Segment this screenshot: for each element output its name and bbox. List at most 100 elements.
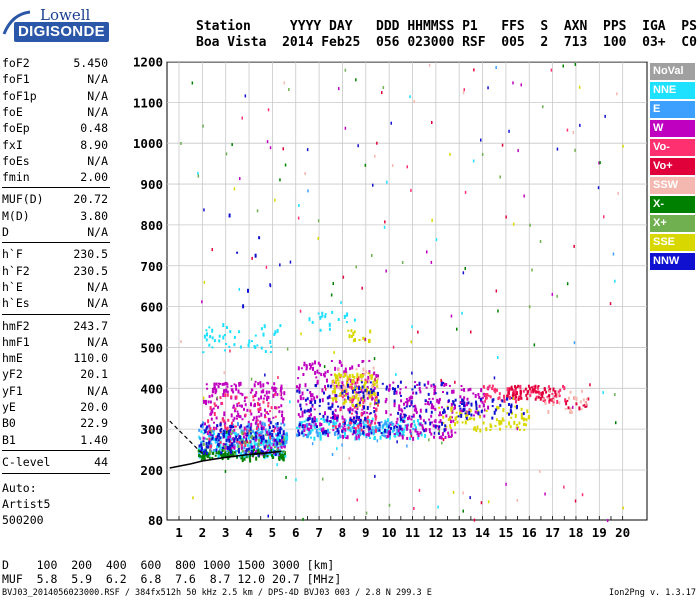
echo-point-w bbox=[273, 382, 276, 386]
echo-point-nnw bbox=[362, 391, 365, 395]
echo-point-nnw bbox=[276, 422, 279, 425]
echo-point-sse bbox=[373, 392, 376, 396]
echo-point-w bbox=[437, 426, 440, 431]
echo-point-ssw bbox=[375, 391, 378, 396]
noise-point bbox=[456, 327, 458, 331]
x-tick-label: 6 bbox=[292, 525, 300, 540]
echo-point-sse bbox=[460, 412, 463, 415]
echo-point-nnw bbox=[506, 397, 508, 401]
echo-point-vo bbox=[262, 400, 265, 404]
echo-point-nnw bbox=[385, 385, 388, 389]
echo-point-nnw bbox=[408, 405, 411, 408]
echo-point-w bbox=[368, 359, 371, 362]
echo-point-sse bbox=[342, 402, 345, 405]
echo-point-sse bbox=[514, 405, 517, 408]
noise-point bbox=[602, 391, 604, 395]
echo-point-vo bbox=[342, 421, 345, 424]
echo-point-w bbox=[450, 433, 453, 437]
echo-point-nnw bbox=[359, 420, 362, 424]
echo-point-x bbox=[241, 449, 244, 453]
legend-item: X- bbox=[650, 196, 695, 213]
echo-point-vo bbox=[374, 417, 377, 421]
echo-point-w bbox=[375, 374, 378, 378]
noise-point bbox=[264, 373, 266, 377]
noise-point bbox=[284, 163, 287, 167]
echo-point-nne bbox=[324, 315, 327, 319]
echo-point-w bbox=[302, 396, 305, 400]
echo-point-nnw bbox=[324, 430, 327, 433]
echo-point-w bbox=[395, 390, 398, 395]
echo-point-w bbox=[372, 373, 375, 376]
echo-point-e bbox=[201, 425, 204, 429]
echo-point-sse bbox=[375, 398, 378, 402]
echo-point-w bbox=[406, 436, 409, 440]
echo-point-nnw bbox=[319, 398, 321, 403]
noise-point bbox=[523, 194, 525, 198]
echo-point-x bbox=[253, 435, 256, 438]
echo-point-w bbox=[433, 425, 436, 428]
echo-point-x bbox=[230, 453, 233, 457]
echo-point-w bbox=[266, 450, 269, 454]
echo-point-nne bbox=[222, 323, 225, 328]
echo-point-x bbox=[230, 432, 233, 435]
y-tick-label: 300 bbox=[140, 422, 163, 437]
noise-point bbox=[385, 269, 387, 273]
echo-point-sse bbox=[364, 380, 367, 384]
echo-point-sse bbox=[501, 417, 504, 421]
echo-point-w bbox=[472, 414, 475, 417]
echo-point-w bbox=[357, 364, 360, 367]
echo-point-nnw bbox=[434, 424, 437, 429]
echo-point-vo bbox=[549, 398, 552, 402]
echo-point-nnw bbox=[216, 443, 219, 446]
echo-point-nne bbox=[218, 339, 221, 343]
echo-point-vo bbox=[482, 385, 485, 388]
echo-point-w bbox=[340, 406, 343, 409]
echo-point-nnw bbox=[328, 394, 331, 398]
echo-point-nnw bbox=[232, 426, 235, 428]
echo-point-vo bbox=[496, 388, 498, 392]
echo-point-vo bbox=[515, 399, 517, 404]
echo-point-ssw bbox=[573, 396, 576, 400]
param-separator bbox=[2, 449, 110, 451]
noise-point bbox=[392, 345, 395, 349]
noise-point bbox=[556, 294, 558, 298]
echo-point-ssw bbox=[570, 410, 573, 414]
echo-point-e bbox=[341, 425, 344, 428]
echo-point-nne bbox=[387, 418, 389, 423]
echo-point-w bbox=[413, 408, 416, 412]
echo-point-nnw bbox=[274, 453, 277, 457]
echo-point-w bbox=[428, 428, 431, 432]
echo-point-sse bbox=[360, 379, 363, 382]
noise-point bbox=[332, 282, 334, 285]
echo-point-e bbox=[390, 421, 393, 425]
echo-point-nne bbox=[401, 431, 404, 436]
y-tick-label: 800 bbox=[140, 218, 163, 233]
ionogram-plot: 1 2 3 4 5 6 7 8 9 10 11 12 13 14 15 16 17 18 19 20802003004… bbox=[133, 55, 648, 540]
echo-point-w bbox=[280, 386, 283, 390]
echo-point-w bbox=[251, 389, 254, 392]
echo-point-w bbox=[232, 437, 235, 441]
echo-point-w bbox=[321, 428, 323, 433]
noise-point bbox=[246, 429, 249, 433]
echo-point-sse bbox=[352, 387, 355, 391]
echo-point-nnw bbox=[249, 426, 252, 431]
echo-point-w bbox=[344, 369, 347, 373]
noise-point bbox=[581, 493, 584, 497]
echo-point-w bbox=[236, 417, 238, 420]
echo-point-e bbox=[275, 443, 278, 447]
echo-point-nnw bbox=[475, 400, 477, 404]
noise-point bbox=[338, 87, 340, 91]
echo-point-vo bbox=[234, 407, 237, 410]
echo-point-e bbox=[202, 421, 204, 425]
noise-point bbox=[579, 123, 581, 127]
echo-point-x bbox=[276, 448, 279, 451]
echo-point-w bbox=[351, 433, 354, 436]
echo-point-x bbox=[249, 458, 252, 463]
echo-point-w bbox=[225, 388, 228, 392]
echo-point-nnw bbox=[353, 417, 355, 420]
echo-point-w bbox=[272, 388, 275, 392]
echo-point-w bbox=[243, 407, 245, 411]
echo-point-e bbox=[388, 421, 391, 425]
echo-point-e bbox=[388, 423, 390, 428]
echo-point-nne bbox=[238, 330, 241, 334]
